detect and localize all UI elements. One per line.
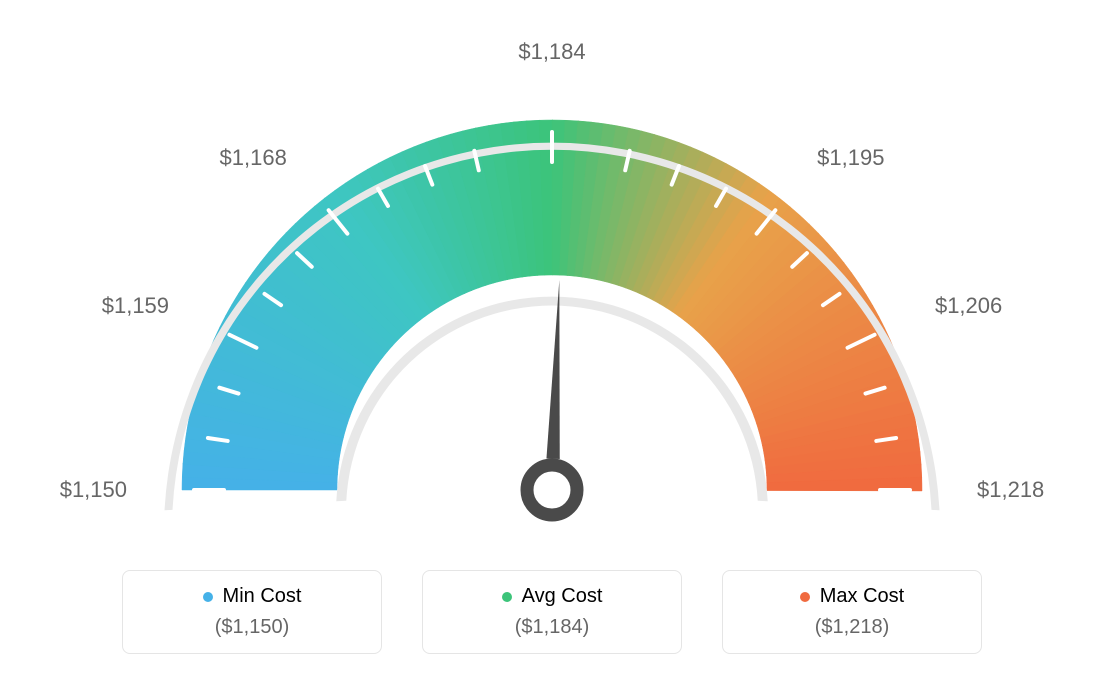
legend-dot-avg (502, 592, 512, 602)
legend-card-avg: Avg Cost ($1,184) (422, 570, 682, 654)
legend-value-min: ($1,150) (145, 616, 359, 639)
legend-title-min: Min Cost (145, 585, 359, 608)
gauge-area: $1,150 $1,159 $1,168 $1,184 $1,195 $1,206 $1,2… (30, 30, 1074, 550)
gauge-svg (30, 30, 1074, 550)
gauge-tick-label: $1,206 (935, 293, 1002, 319)
legend-value-avg: ($1,184) (445, 616, 659, 639)
gauge-tick-label: $1,195 (817, 145, 884, 171)
legend-card-min: Min Cost ($1,150) (122, 570, 382, 654)
legend-title-max: Max Cost (745, 585, 959, 608)
legend-title-avg: Avg Cost (445, 585, 659, 608)
gauge-tick-label: $1,150 (60, 477, 127, 503)
gauge-tick-label: $1,159 (102, 293, 169, 319)
legend-dot-max (800, 592, 810, 602)
gauge-chart-container: $1,150 $1,159 $1,168 $1,184 $1,195 $1,206 $1,2… (0, 0, 1104, 690)
legend-label-avg: Avg Cost (522, 585, 603, 608)
gauge-tick-label: $1,168 (220, 145, 287, 171)
legend-label-min: Min Cost (223, 585, 302, 608)
gauge-tick-label: $1,184 (518, 39, 585, 65)
legend-dot-min (203, 592, 213, 602)
legend-row: Min Cost ($1,150) Avg Cost ($1,184) Max … (30, 570, 1074, 654)
legend-card-max: Max Cost ($1,218) (722, 570, 982, 654)
legend-label-max: Max Cost (820, 585, 904, 608)
gauge-tick-label: $1,218 (977, 477, 1044, 503)
legend-value-max: ($1,218) (745, 616, 959, 639)
